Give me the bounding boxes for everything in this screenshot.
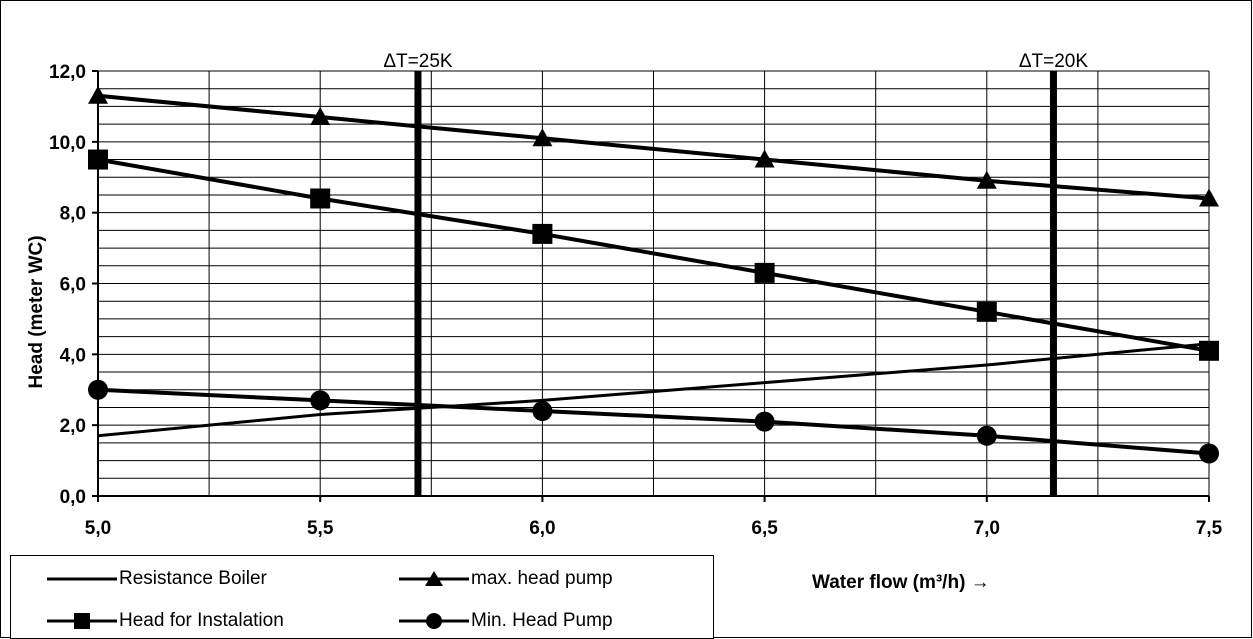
grid bbox=[92, 70, 1210, 502]
y-tick-label: 4,0 bbox=[60, 345, 86, 366]
square-marker bbox=[754, 262, 775, 283]
square-marker bbox=[1199, 340, 1219, 361]
series-max-head-pump bbox=[88, 85, 1219, 207]
series-min-head-pump bbox=[88, 379, 1219, 464]
triangle-marker bbox=[976, 170, 997, 189]
reference-line-label: ΔT=20K bbox=[1019, 51, 1089, 72]
triangle-marker bbox=[754, 149, 775, 168]
legend-line-icon bbox=[47, 577, 117, 581]
series-line bbox=[97, 157, 1210, 353]
reference-lines: ΔT=25K ΔT=20K bbox=[383, 51, 1088, 496]
y-tick-label: 12,0 bbox=[49, 62, 86, 83]
legend-item-head-for-instalation: Head for Instalation bbox=[47, 608, 284, 634]
circle-marker bbox=[532, 401, 553, 421]
x-tick-label: 7,0 bbox=[974, 518, 1000, 539]
tick-labels: 0,0 2,0 4,0 6,0 8,0 10,0 12,0 5,0 5,5 6,0 6,5 7,0 7,… bbox=[49, 62, 1223, 539]
legend-label: max. head pump bbox=[471, 568, 613, 589]
triangle-marker bbox=[310, 107, 331, 126]
circle-marker bbox=[754, 411, 775, 432]
y-tick-label: 2,0 bbox=[60, 416, 86, 437]
legend: Resistance Boiler max. head pump Head fo… bbox=[10, 555, 714, 639]
x-tick-label: 5,0 bbox=[85, 518, 111, 539]
y-tick-label: 8,0 bbox=[60, 204, 86, 225]
circle-marker bbox=[310, 390, 331, 411]
square-marker bbox=[532, 223, 553, 244]
legend-label: Min. Head Pump bbox=[471, 610, 613, 631]
series-line bbox=[97, 387, 1210, 456]
circle-marker bbox=[976, 425, 997, 446]
legend-label: Head for Instalation bbox=[119, 610, 284, 631]
x-tick-label: 6,5 bbox=[751, 518, 778, 539]
legend-square-icon bbox=[47, 613, 117, 629]
circle-marker bbox=[1199, 443, 1219, 464]
series-head-for-instalation bbox=[88, 149, 1219, 361]
square-marker bbox=[976, 301, 997, 322]
x-tick-label: 6,0 bbox=[529, 518, 555, 539]
x-tick-label: 7,5 bbox=[1196, 518, 1223, 539]
series-line bbox=[97, 342, 1210, 438]
series-resistance-boiler bbox=[97, 342, 1210, 438]
triangle-marker bbox=[1199, 188, 1219, 207]
y-tick-label: 10,0 bbox=[49, 133, 86, 154]
legend-triangle-icon bbox=[399, 571, 469, 586]
legend-label: Resistance Boiler bbox=[119, 568, 267, 589]
legend-item-min-head-pump: Min. Head Pump bbox=[399, 608, 613, 634]
y-tick-label: 6,0 bbox=[60, 275, 86, 296]
square-marker bbox=[88, 149, 108, 170]
series-line bbox=[97, 93, 1210, 201]
square-marker bbox=[310, 188, 331, 209]
x-axis-title: Water flow (m³/h) → bbox=[812, 572, 990, 593]
triangle-marker bbox=[88, 85, 108, 104]
legend-item-resistance-boiler: Resistance Boiler bbox=[47, 566, 267, 592]
x-tick-label: 5,5 bbox=[307, 518, 334, 539]
series bbox=[88, 85, 1219, 464]
triangle-marker bbox=[532, 128, 553, 147]
circle-marker bbox=[88, 379, 108, 400]
legend-item-max-head-pump: max. head pump bbox=[399, 566, 613, 592]
y-axis-title: Head (meter WC) bbox=[26, 235, 47, 388]
reference-line-label: ΔT=25K bbox=[383, 51, 453, 72]
legend-circle-icon bbox=[399, 613, 469, 629]
y-tick-label: 0,0 bbox=[60, 487, 86, 508]
